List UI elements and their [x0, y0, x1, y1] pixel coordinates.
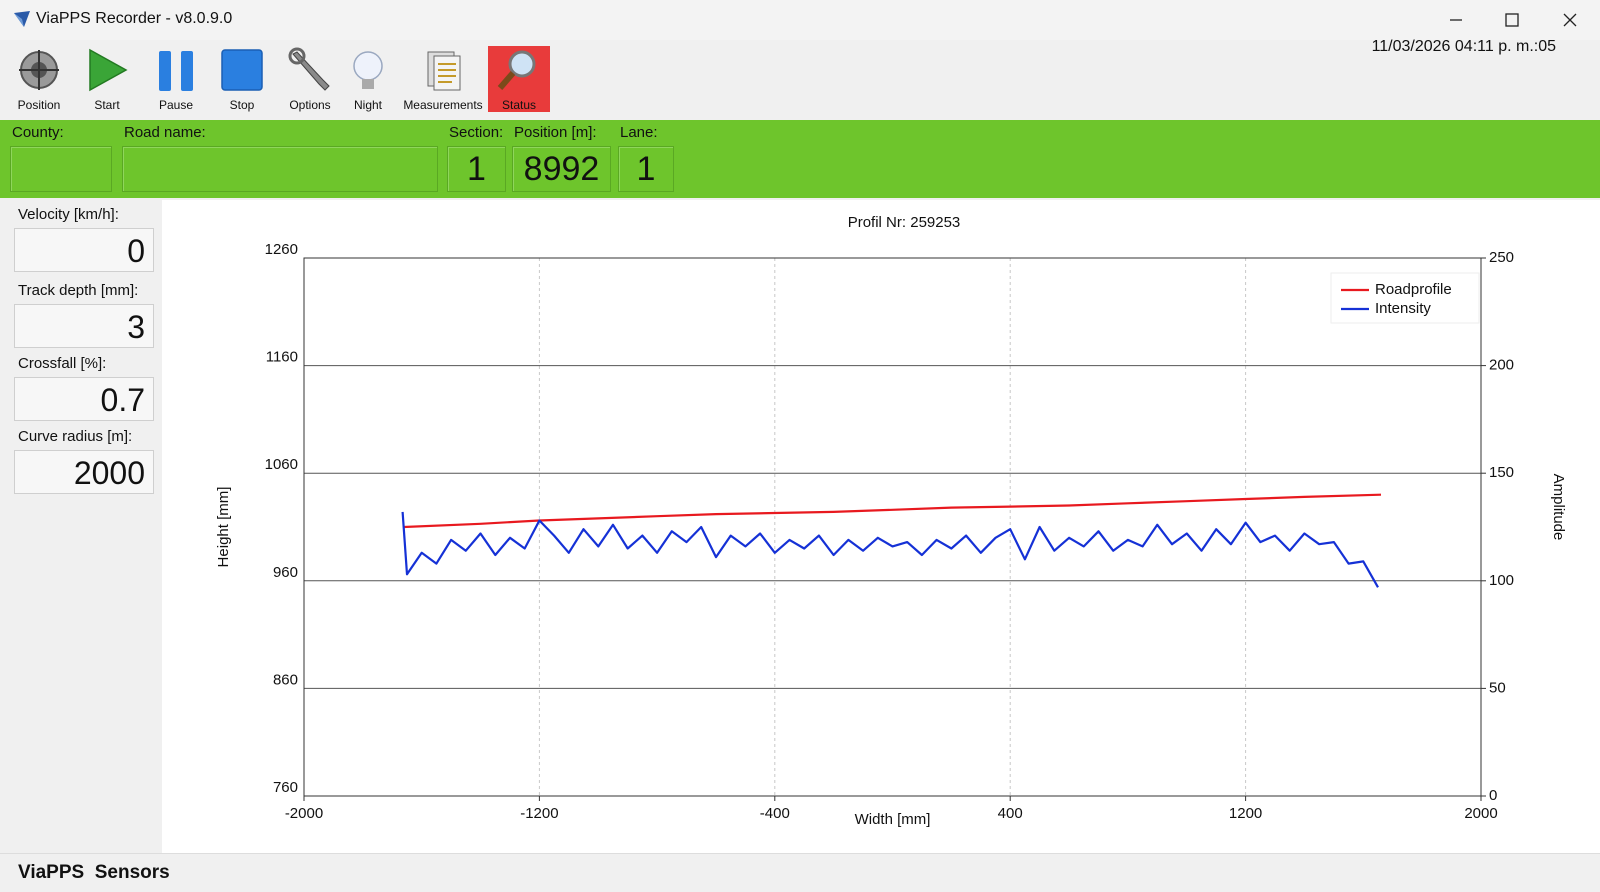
reading-value: 0.7 [14, 377, 154, 421]
x-tick-label: -1200 [520, 805, 558, 822]
toolbar-icon [19, 50, 59, 90]
y-tick-label: 1160 [266, 349, 298, 366]
close-button[interactable] [1550, 8, 1590, 32]
field-label: Road name: [124, 124, 206, 141]
toolbar-icon [221, 49, 263, 91]
legend-box [1330, 272, 1480, 324]
toolbar-icon [497, 50, 536, 90]
y2-tick-label: 0 [1489, 787, 1497, 804]
chart-title: Profil Nr: 259253 [848, 214, 961, 231]
y2-axis-label: Amplitude [1550, 474, 1567, 541]
reading-value: 3 [14, 304, 154, 348]
y-tick-label: 1260 [265, 241, 298, 258]
toolbar-label: Options [289, 98, 331, 112]
series-line [403, 493, 1382, 529]
reading-label: Crossfall [%]: [18, 355, 107, 372]
x-tick-label: 2000 [1464, 805, 1497, 822]
status-bar: ViaPPS Sensors [0, 853, 1600, 892]
app-icon [14, 11, 30, 27]
field-box [10, 146, 112, 192]
reading-label: Curve radius [m]: [18, 428, 133, 445]
field-value: 1 [636, 150, 656, 188]
y-tick-label: 760 [273, 779, 298, 796]
toolbar-button[interactable]: Pause [145, 46, 207, 112]
y-tick-label: 960 [273, 564, 298, 581]
x-tick-label: 400 [998, 805, 1023, 822]
x-tick-label: 1200 [1229, 805, 1262, 822]
reading-value: 0 [14, 228, 154, 272]
y2-tick-label: 150 [1489, 464, 1514, 481]
y2-tick-label: 100 [1489, 572, 1514, 589]
chart: Profil Nr: 259253 -2000 -1200 -400 400 1200 20… [162, 200, 1600, 853]
toolbar-button[interactable]: Position [8, 46, 70, 112]
toolbar-icon [427, 51, 461, 91]
toolbar-icon [288, 47, 330, 91]
toolbar-button[interactable]: Stop [211, 46, 273, 112]
toolbar-label: Status [501, 98, 537, 112]
legend-label: Roadprofile [1375, 281, 1452, 298]
toolbar-button[interactable]: Options [279, 46, 341, 112]
toolbar-button[interactable]: Night [337, 46, 399, 112]
road-info-bar: County: Road name: Section: 1 Position [m]: 8… [0, 120, 1600, 198]
field-label: Position [m]: [514, 124, 597, 141]
field-box: 1 [447, 146, 506, 192]
plot-frame [303, 257, 1482, 797]
toolbar-button[interactable]: Start [76, 46, 138, 112]
toolbar-button[interactable]: Status [488, 46, 550, 112]
y2-tick-label: 200 [1489, 357, 1514, 374]
y2-tick-label: 250 [1489, 249, 1514, 266]
status-text: ViaPPS Sensors [18, 862, 170, 883]
field-box: 1 [618, 146, 674, 192]
field-label: Lane: [620, 124, 658, 141]
x-tick-label: -2000 [285, 805, 323, 822]
field-label: Section: [449, 124, 504, 141]
x-axis-label: Width [mm] [855, 811, 931, 828]
field-box [122, 146, 438, 192]
legend-label: Intensity [1375, 300, 1431, 317]
toolbar: Position Start Pause Stop Options Night Measur… [0, 40, 1600, 118]
minimize-button[interactable] [1436, 8, 1476, 32]
field-label: County: [12, 124, 64, 141]
x-tick-label: -400 [760, 805, 790, 822]
reading-label: Track depth [mm]: [18, 282, 139, 299]
toolbar-label: Night [353, 98, 382, 112]
y-tick-label: 1060 [265, 456, 298, 473]
toolbar-label: Measurements [403, 98, 483, 112]
reading-label: Velocity [km/h]: [18, 206, 119, 223]
toolbar-button[interactable]: Measurements [403, 46, 483, 112]
field-value: 1 [467, 150, 486, 188]
field-value: 8992 [523, 150, 600, 188]
maximize-button[interactable] [1492, 8, 1532, 32]
toolbar-label: Position [17, 98, 61, 112]
y-tick-label: 860 [273, 671, 298, 688]
y-axis-label: Height [mm] [215, 487, 232, 568]
toolbar-icon [353, 51, 383, 89]
toolbar-icon [159, 51, 193, 91]
toolbar-icon [89, 48, 128, 92]
window-title: ViaPPS Recorder - v8.0.9.0 [36, 10, 233, 27]
y2-tick-label: 50 [1489, 679, 1506, 696]
toolbar-label: Start [94, 98, 120, 112]
series-line [401, 511, 1379, 588]
field-box: 8992 [512, 146, 611, 192]
title-bar: ViaPPS Recorder - v8.0.9.0 [0, 0, 1600, 40]
toolbar-label: Stop [229, 98, 255, 112]
readings-panel: Velocity [km/h]: 0 Track depth [mm]: 3 Cross… [0, 198, 162, 853]
datetime: 11/03/2026 04:11 p. m.:05 [1371, 38, 1556, 55]
reading-value: 2000 [14, 450, 154, 494]
toolbar-label: Pause [158, 98, 194, 112]
